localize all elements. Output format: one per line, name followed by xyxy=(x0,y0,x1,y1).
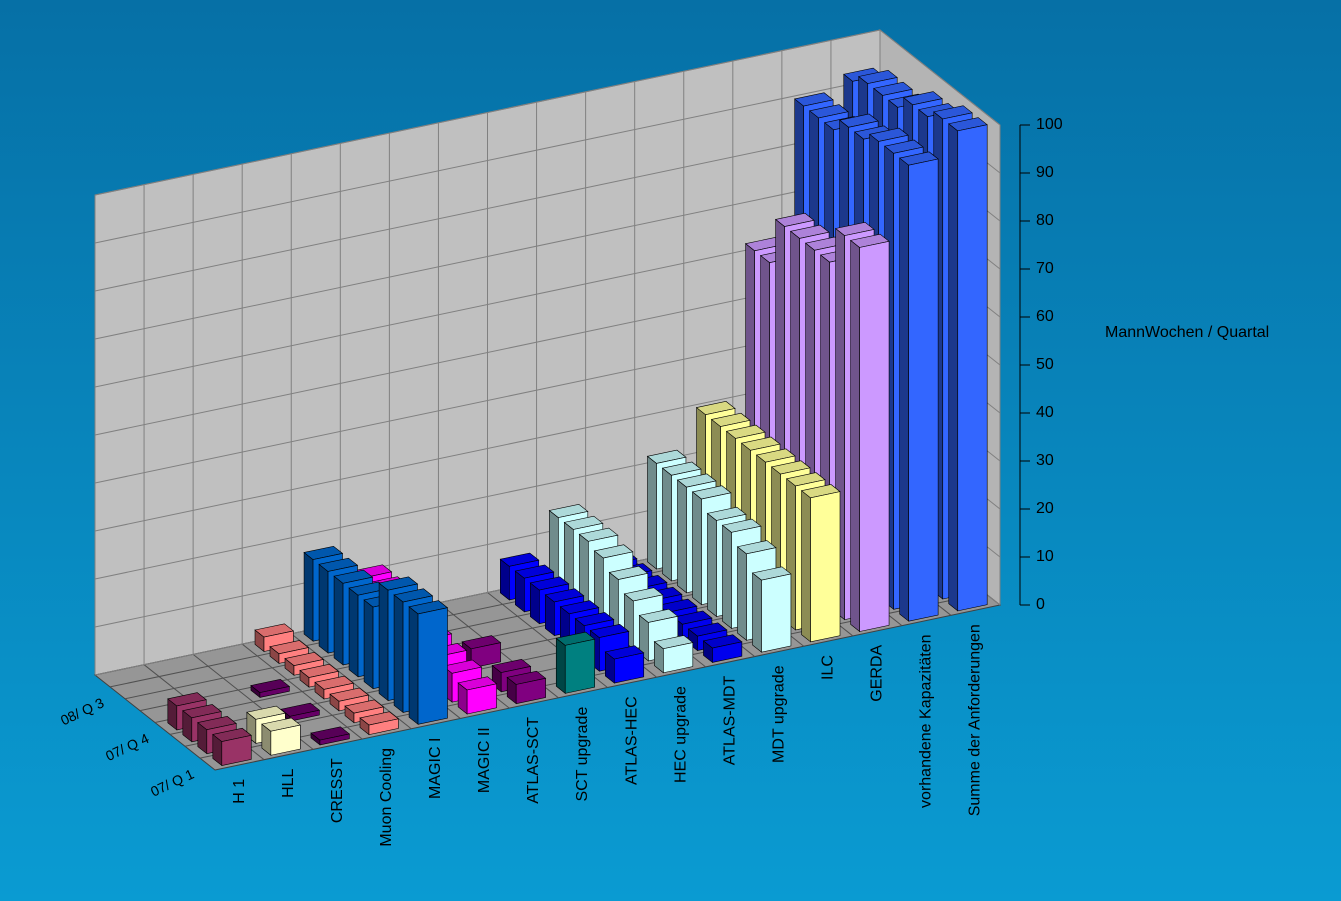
bar-side xyxy=(333,575,344,666)
bar-side xyxy=(408,606,419,725)
y-tick-label: 90 xyxy=(1036,164,1054,181)
bar-front xyxy=(417,607,448,725)
x-tick-label: vorhandene Kapazitäten xyxy=(918,634,935,807)
bar-front xyxy=(859,240,890,632)
bar xyxy=(555,631,596,694)
depth-tick-label: 07/ Q 4 xyxy=(103,730,152,764)
x-tick-label: MAGIC II xyxy=(476,727,493,793)
bar xyxy=(457,676,498,715)
bar-side xyxy=(948,123,959,612)
bar xyxy=(250,679,291,699)
bar-side xyxy=(692,491,702,606)
bar-front xyxy=(470,642,501,669)
bar-side xyxy=(662,467,672,582)
x-tick-label: HLL xyxy=(280,768,297,797)
bar-side xyxy=(318,563,329,654)
bar-side xyxy=(707,512,717,618)
bar xyxy=(506,670,547,705)
bar xyxy=(948,117,988,612)
y-tick-label: 80 xyxy=(1036,212,1054,229)
bar xyxy=(800,484,841,643)
bar-front xyxy=(368,718,399,735)
y-tick-label: 50 xyxy=(1036,356,1054,373)
bar-side xyxy=(378,582,389,702)
bar-side xyxy=(752,572,762,653)
bar xyxy=(604,645,645,684)
bar xyxy=(849,233,890,633)
bar-front xyxy=(663,642,694,674)
x-tick-label: Muon Cooling xyxy=(378,748,395,847)
bar-front xyxy=(259,686,290,698)
bar-side xyxy=(363,599,374,690)
bar-side xyxy=(677,479,687,594)
y-tick-label: 30 xyxy=(1036,452,1054,469)
bar-front xyxy=(564,638,595,694)
bar-side xyxy=(850,239,860,633)
bar xyxy=(653,635,694,674)
x-tick-label: ATLAS-SCT xyxy=(525,717,542,804)
grid-line xyxy=(94,29,1001,196)
y-tick-label: 60 xyxy=(1036,308,1054,325)
bar xyxy=(261,717,302,756)
x-tick-label: HEC upgrade xyxy=(672,686,689,783)
bar xyxy=(408,600,449,725)
bar-side xyxy=(348,587,359,678)
bar-front xyxy=(614,652,645,684)
bar-front xyxy=(221,735,252,766)
bar-front xyxy=(515,677,546,705)
x-tick-label: ATLAS-MDT xyxy=(721,675,738,765)
bar-front xyxy=(908,158,939,622)
bar-front xyxy=(810,491,841,643)
x-tick-label: H 1 xyxy=(231,779,248,804)
x-tick-label: MDT upgrade xyxy=(770,665,787,763)
bar-front xyxy=(957,124,988,612)
y-tick-label: 0 xyxy=(1036,596,1045,613)
y-tick-label: 20 xyxy=(1036,500,1054,517)
x-tick-label: ATLAS-HEC xyxy=(623,696,640,785)
bar-side xyxy=(801,490,811,643)
bar-front xyxy=(270,724,301,756)
bar-side xyxy=(393,594,404,714)
bar-side xyxy=(737,546,747,641)
y-tick-label: 70 xyxy=(1036,260,1054,277)
x-tick-label: CRESST xyxy=(329,758,346,823)
bar xyxy=(702,634,743,664)
bar-front xyxy=(319,733,350,746)
bar-front xyxy=(712,641,743,663)
bar xyxy=(329,687,370,712)
bar xyxy=(751,566,792,653)
bar-side xyxy=(899,157,909,622)
x-tick-label: GERDA xyxy=(869,644,886,701)
bar xyxy=(212,727,252,767)
x-tick-label: Summe der Anforderungen xyxy=(967,624,984,816)
y-tick-label: 100 xyxy=(1036,116,1063,133)
y-tick-label: 40 xyxy=(1036,404,1054,421)
depth-tick-label: 08/ Q 3 xyxy=(58,694,107,728)
bar xyxy=(359,711,400,736)
y-axis-title: MannWochen / Quartal xyxy=(1105,324,1269,341)
bar-side xyxy=(647,455,657,570)
x-tick-label: SCT upgrade xyxy=(574,707,591,802)
bar xyxy=(310,726,351,746)
x-tick-label: ILC xyxy=(820,655,837,680)
bar-front xyxy=(761,573,792,653)
bar-side xyxy=(555,637,566,694)
bar xyxy=(898,151,939,622)
depth-tick-label: 07/ Q 1 xyxy=(148,766,197,800)
bar-side xyxy=(303,551,314,642)
bar-front xyxy=(466,683,497,715)
bar-side xyxy=(722,524,732,629)
x-tick-label: MAGIC I xyxy=(427,738,444,799)
y-tick-label: 10 xyxy=(1036,548,1054,565)
